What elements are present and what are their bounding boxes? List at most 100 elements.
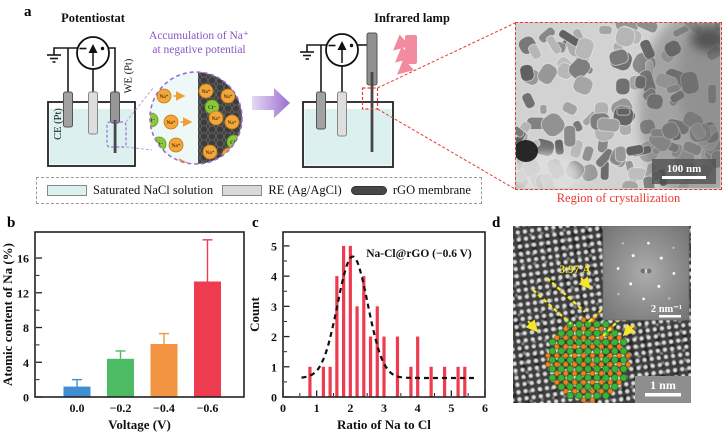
panel-d-label: d	[492, 215, 501, 231]
lattice-spacing-label: 3.97 Å	[559, 262, 591, 276]
cl-atom	[548, 347, 557, 355]
b-bar-2	[150, 344, 178, 397]
cl-atom	[584, 383, 592, 391]
c-bar-11	[395, 336, 400, 397]
na-ion	[198, 83, 214, 99]
na-atom	[616, 379, 622, 385]
cl-atom	[602, 383, 610, 391]
cl-atom	[619, 338, 628, 346]
cl-atom	[602, 347, 610, 355]
na-atom	[598, 370, 605, 377]
fft-center-smudge2	[646, 268, 652, 274]
b-plot-frame	[34, 231, 245, 398]
na-atom	[607, 352, 613, 359]
re-electrode-right	[337, 91, 347, 137]
tem-connector-top	[377, 22, 516, 89]
b-bar-1	[107, 358, 134, 397]
cl-atom	[557, 356, 565, 364]
ion-label: Cl⁻	[147, 118, 155, 124]
na-atom	[589, 352, 596, 359]
na-atom	[563, 370, 569, 377]
na-atom	[563, 343, 569, 350]
fft-center-smudge	[640, 268, 646, 274]
cl-atom	[611, 374, 619, 382]
c-plot-frame	[282, 231, 486, 398]
cl-atom	[593, 383, 601, 391]
legend-item-rgo: rGO membrane	[350, 183, 471, 198]
na-atom	[589, 361, 596, 368]
bar-chart-na-content: 0 4 8 12 16 0.0 −0.2 −0.4 −0.6 Voltage (V) Atomic …	[0, 231, 245, 432]
na-atom	[616, 335, 622, 341]
na-atom	[571, 379, 578, 385]
fft-scale-bar-line	[659, 315, 681, 318]
rgo-membrane-rod	[113, 120, 117, 153]
cl-atom	[602, 338, 610, 346]
na-atom	[589, 343, 596, 350]
hrtem-scale-bar-label: 1 nm	[650, 378, 676, 392]
na-atom	[563, 379, 569, 385]
na-atom	[598, 388, 605, 394]
hrtem-scale-bar-line	[645, 393, 681, 397]
na-atom	[580, 343, 587, 350]
terminal-plus-dot	[100, 46, 105, 51]
cl-atom	[575, 391, 583, 400]
cl-atom	[602, 391, 610, 400]
na-atom	[563, 326, 569, 332]
b-ylabel: Atomic content of Na (%)	[0, 243, 15, 386]
cl-atom	[593, 347, 601, 355]
infrared-rays	[393, 34, 414, 75]
na-atom	[598, 361, 605, 368]
c-xtick: 1	[314, 401, 320, 415]
ion-label: Na⁺	[227, 120, 236, 126]
c-bar-9	[375, 306, 379, 397]
fft-spot	[616, 267, 620, 270]
na-atom	[616, 352, 622, 359]
panel-c-label: c	[252, 215, 259, 231]
na-atom	[607, 388, 613, 394]
c-ytick: 5	[271, 239, 277, 253]
cl-atom	[575, 356, 583, 364]
cl-atom	[611, 383, 619, 391]
cl-atom	[557, 329, 565, 337]
na-ion	[159, 155, 175, 164]
ce-electrode-right	[316, 91, 326, 130]
hrtem-overlay: 3.97 Å 2 nm⁻¹ 1 nm	[525, 226, 691, 403]
ion-label: Cl⁻	[208, 105, 216, 111]
panel-a-label: a	[24, 4, 32, 20]
cl-atom	[548, 374, 557, 382]
na-atom	[545, 352, 551, 359]
cl-atom	[619, 347, 628, 355]
ion-label: Na⁺	[211, 116, 220, 122]
ion-label: Na⁺	[171, 143, 180, 149]
cl-atom	[602, 356, 610, 364]
b-bar-3	[194, 281, 221, 397]
fft-spot	[672, 272, 676, 275]
cl-atom	[566, 383, 574, 391]
cl-atom	[584, 329, 592, 337]
re-electrode	[88, 91, 98, 135]
tem-caption: Region of crystallization	[556, 191, 681, 205]
we-electrode-label: WE (Pt)	[124, 58, 135, 93]
fft-scale-bar-label: 2 nm⁻¹	[651, 304, 682, 315]
ce-electrode-label: CE (Pt)	[53, 108, 64, 140]
c-bar-2	[328, 366, 332, 397]
tem-scale-bar: 100 nm	[652, 159, 716, 184]
b-xtick: −0.6	[197, 401, 219, 415]
c-ytick: 2	[271, 330, 277, 344]
cl-atom	[584, 365, 592, 373]
na-atom	[563, 352, 569, 359]
c-bar-7	[362, 276, 366, 397]
cl-atom	[548, 356, 557, 364]
na-atom	[571, 388, 578, 394]
membrane-zoom-box	[106, 121, 127, 148]
na-atom	[607, 361, 613, 368]
na-atom	[563, 388, 569, 394]
cl-atom	[584, 391, 592, 400]
infrared-lamp-title: Infrared lamp	[374, 11, 450, 25]
cl-atom	[584, 356, 592, 364]
c-bar-4	[342, 245, 346, 397]
na-ion	[163, 114, 179, 130]
ion-label: Na⁺	[224, 153, 233, 159]
cl-atom	[575, 338, 583, 346]
ion-label: Na⁺	[201, 89, 210, 95]
